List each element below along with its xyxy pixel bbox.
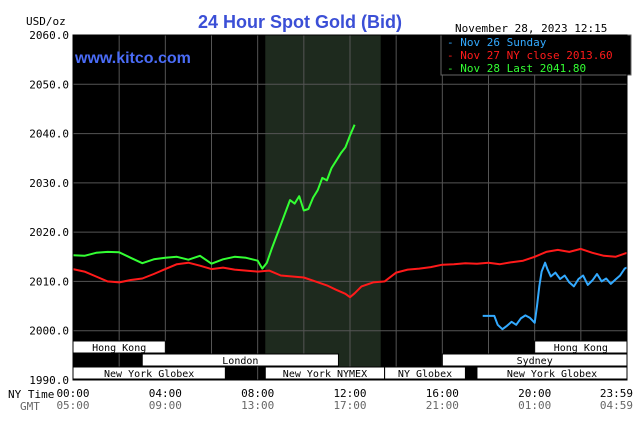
legend: - Nov 26 Sunday- Nov 27 NY close 2013.60… xyxy=(440,34,632,76)
y-tick-label: 2010.0 xyxy=(29,275,69,288)
legend-entry: - Nov 28 Last 2041.80 xyxy=(447,62,586,75)
x-tick-ny: 16:00 xyxy=(426,387,459,400)
session-label: New York NYMEX xyxy=(283,369,367,380)
y-tick-label: 2020.0 xyxy=(29,226,69,239)
session-box xyxy=(141,353,339,367)
session-label: Sydney xyxy=(517,356,553,367)
x-tick-gmt: 21:00 xyxy=(426,399,459,412)
timestamp: November 28, 2023 12:15 xyxy=(455,22,607,35)
unit-label: USD/oz xyxy=(26,15,66,28)
brand-watermark: www.kitco.com xyxy=(74,50,191,67)
session-label: NY Globex xyxy=(398,369,452,380)
x-tick-gmt: 04:59 xyxy=(600,399,633,412)
series-line xyxy=(72,124,356,270)
series-line xyxy=(482,261,628,331)
x-tick-gmt: 01:00 xyxy=(518,399,551,412)
x-tick-gmt: 05:00 xyxy=(56,399,89,412)
x-tick-ny: 00:00 xyxy=(56,387,89,400)
x-tick-ny: 08:00 xyxy=(241,387,274,400)
series-line xyxy=(72,247,628,299)
session-box xyxy=(384,366,466,380)
session-label: Hong Kong xyxy=(92,343,146,354)
x-tick-gmt: 13:00 xyxy=(241,399,274,412)
x-tick-gmt: 17:00 xyxy=(333,399,366,412)
y-axis-ticks: 2060.0 2050.0 2040.0 2030.0 2020.0 2010.0 2000… xyxy=(29,29,69,387)
y-tick-label: 1990.0 xyxy=(29,374,69,387)
legend-entry: - Nov 27 NY close 2013.60 xyxy=(447,49,613,62)
y-tick-label: 2050.0 xyxy=(29,78,69,91)
session-label: New York Globex xyxy=(104,369,194,380)
ny-time-label: NY Time xyxy=(8,388,54,401)
legend-entry: - Nov 26 Sunday xyxy=(447,36,547,49)
market-sessions: Hong Kong Hong Kong London Sydney New York G… xyxy=(72,340,628,380)
session-label: London xyxy=(222,356,258,367)
x-tick-ny: 12:00 xyxy=(333,387,366,400)
chart-title: 24 Hour Spot Gold (Bid) xyxy=(198,12,402,32)
y-tick-label: 2040.0 xyxy=(29,128,69,141)
y-tick-label: 2000.0 xyxy=(29,325,69,338)
y-tick-label: 2030.0 xyxy=(29,177,69,190)
y-tick-label: 2060.0 xyxy=(29,29,69,42)
nymex-session-highlight xyxy=(265,35,381,380)
session-label: Hong Kong xyxy=(554,343,608,354)
session-label: New York Globex xyxy=(507,369,597,380)
plot-border xyxy=(72,34,628,381)
legend-box xyxy=(440,34,632,76)
x-tick-ny: 04:00 xyxy=(149,387,182,400)
x-tick-ny: 23:59 xyxy=(600,387,633,400)
x-tick-gmt: 09:00 xyxy=(149,399,182,412)
gmt-label: GMT xyxy=(20,400,40,413)
x-tick-ny: 20:00 xyxy=(518,387,551,400)
series-lines xyxy=(72,124,628,331)
